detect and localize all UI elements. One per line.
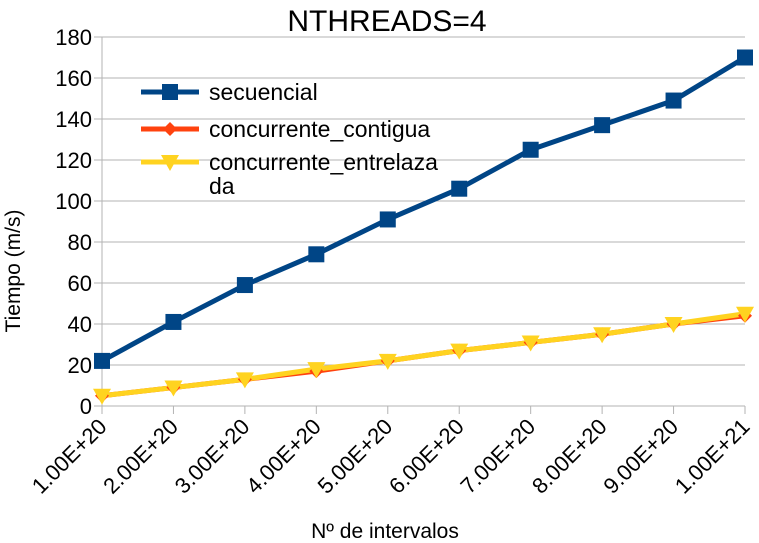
series-3-point-8 bbox=[593, 327, 612, 344]
legend-label-2: concurrente_contigua bbox=[209, 116, 430, 142]
series-line-1 bbox=[100, 55, 747, 364]
x-tick-label-5: 5.00E+20 bbox=[313, 414, 398, 499]
y-tick-labels: 0 20 40 60 80 100 120 140 160 180 bbox=[55, 25, 92, 419]
series-1-point-1 bbox=[94, 352, 110, 369]
y-tick-label-20: 20 bbox=[68, 353, 92, 378]
series-markers bbox=[93, 49, 754, 405]
series-1-point-9 bbox=[665, 92, 682, 109]
series-3-point-4 bbox=[307, 362, 326, 379]
series-3-point-1 bbox=[93, 388, 111, 405]
series-line-3 bbox=[101, 311, 746, 399]
y-tick-label-0: 0 bbox=[80, 394, 92, 419]
series-lines bbox=[100, 55, 747, 399]
y-tick-label-100: 100 bbox=[55, 189, 92, 214]
gridlines bbox=[102, 36, 745, 407]
series-1-point-3 bbox=[236, 277, 253, 294]
series-1-point-8 bbox=[594, 117, 611, 134]
x-tick-labels: 1.00E+202.00E+203.00E+204.00E+205.00E+20… bbox=[27, 414, 755, 499]
chart-title: NTHREADS=4 bbox=[287, 5, 486, 38]
x-tick-label-2: 2.00E+20 bbox=[98, 414, 183, 499]
y-tick-label-80: 80 bbox=[68, 230, 92, 255]
series-3-point-10 bbox=[736, 306, 754, 323]
x-axis-title: Nº de intervalos bbox=[311, 520, 459, 543]
series-1-point-2 bbox=[165, 313, 182, 330]
x-tick-label-6: 6.00E+20 bbox=[384, 414, 469, 499]
legend-marker-2 bbox=[163, 122, 177, 136]
y-tick-label-160: 160 bbox=[55, 66, 92, 91]
y-axis-title: Tiempo (m/s) bbox=[2, 210, 25, 333]
x-tick-label-10: 1.00E+21 bbox=[670, 414, 755, 499]
x-tick-label-8: 8.00E+20 bbox=[527, 414, 612, 499]
series-1-point-4 bbox=[308, 246, 325, 263]
y-tick-label-60: 60 bbox=[68, 271, 92, 296]
x-tick-label-7: 7.00E+20 bbox=[455, 414, 540, 499]
x-tick-label-3: 3.00E+20 bbox=[170, 414, 255, 499]
y-tick-label-140: 140 bbox=[55, 107, 92, 132]
legend-label-1: secuencial bbox=[209, 79, 318, 105]
x-tick-label-4: 4.00E+20 bbox=[241, 414, 326, 499]
legend: secuencial concurrente_contigua concurrent… bbox=[141, 79, 438, 199]
series-3-point-6 bbox=[450, 343, 469, 360]
series-3-point-3 bbox=[235, 372, 254, 389]
y-tick-label-120: 120 bbox=[55, 148, 92, 173]
series-3-point-2 bbox=[164, 380, 183, 397]
legend-marker-1 bbox=[162, 84, 178, 100]
series-1-point-10 bbox=[737, 49, 753, 66]
series-3-point-5 bbox=[378, 353, 397, 370]
series-3-point-9 bbox=[664, 317, 683, 333]
y-tick-label-180: 180 bbox=[55, 25, 92, 50]
series-1-point-6 bbox=[451, 180, 468, 197]
series-1-point-5 bbox=[379, 211, 396, 228]
x-tick-label-1: 1.00E+20 bbox=[27, 414, 112, 499]
x-tick-label-9: 9.00E+20 bbox=[598, 414, 683, 499]
series-1-point-7 bbox=[522, 141, 539, 158]
legend-label-3: concurrente_entrelaza da bbox=[209, 149, 438, 199]
legend-marker-3 bbox=[161, 155, 179, 171]
y-tick-label-40: 40 bbox=[68, 312, 92, 337]
series-3-point-7 bbox=[521, 335, 540, 352]
